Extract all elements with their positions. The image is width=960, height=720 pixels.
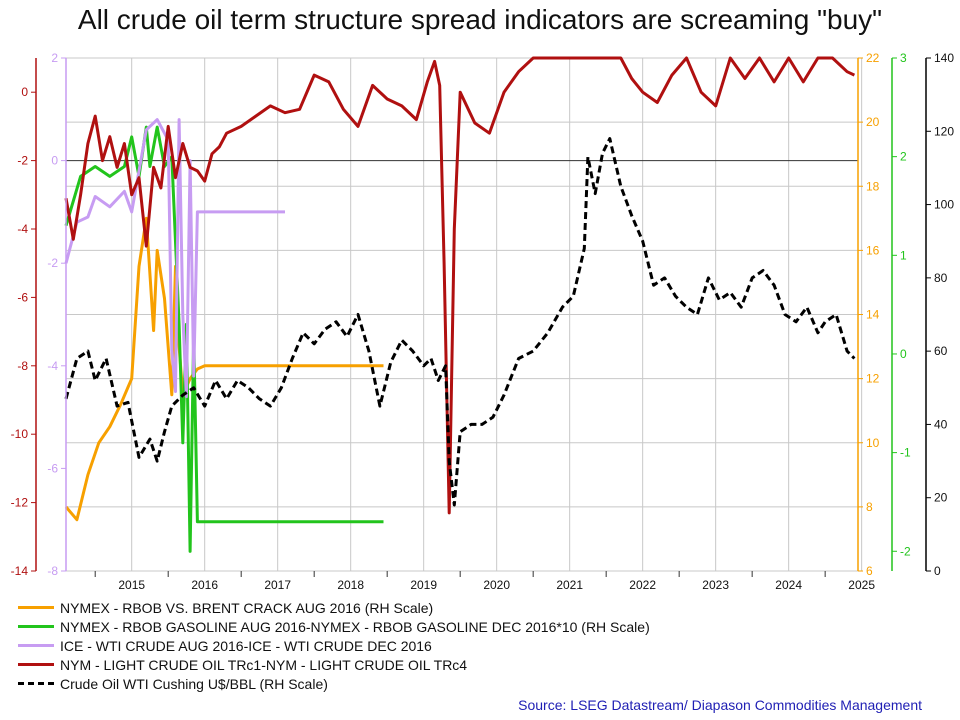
axis-label-left2: -2 <box>47 256 58 270</box>
axis-label-right3: 100 <box>934 198 954 212</box>
axis-label-right3: 20 <box>934 491 948 505</box>
x-tick-label: 2017 <box>264 578 291 592</box>
legend-swatch-lavender <box>18 644 54 647</box>
axis-label-left1: 0 <box>21 85 28 99</box>
axis-label-left2: -6 <box>47 461 58 475</box>
x-tick-label: 2024 <box>775 578 802 592</box>
legend-label-darkred: NYM - LIGHT CRUDE OIL TRc1-NYM - LIGHT C… <box>60 656 468 673</box>
legend-label-lavender: ICE - WTI CRUDE AUG 2016-ICE - WTI CRUDE… <box>60 637 432 654</box>
axis-label-right3: 80 <box>934 271 948 285</box>
x-tick-label: 2016 <box>191 578 218 592</box>
legend-item-lavender: ICE - WTI CRUDE AUG 2016-ICE - WTI CRUDE… <box>18 636 650 655</box>
x-tick-label: 2021 <box>556 578 583 592</box>
axis-label-right1: 16 <box>866 243 880 257</box>
axis-label-right2: 0 <box>900 347 907 361</box>
axis-label-left2: -8 <box>47 564 58 578</box>
chart-title: All crude oil term structure spread indi… <box>77 4 883 35</box>
legend-swatch-orange <box>18 606 54 609</box>
axis-label-right1: 20 <box>866 115 880 129</box>
axis-label-right3: 0 <box>934 564 941 578</box>
legend-swatch-black <box>18 682 54 685</box>
axis-label-left1: -12 <box>11 496 29 510</box>
axis-label-right1: 12 <box>866 372 880 386</box>
x-tick-label: 2019 <box>410 578 437 592</box>
axis-label-right1: 14 <box>866 308 880 322</box>
axis-label-right3: 60 <box>934 344 948 358</box>
axis-label-right1: 10 <box>866 436 880 450</box>
legend-item-green: NYMEX - RBOB GASOLINE AUG 2016-NYMEX - R… <box>18 617 650 636</box>
axis-label-right2: -1 <box>900 446 911 460</box>
source-note: Source: LSEG Datastream/ Diapason Commod… <box>518 697 922 713</box>
legend-item-darkred: NYM - LIGHT CRUDE OIL TRc1-NYM - LIGHT C… <box>18 655 650 674</box>
legend: NYMEX - RBOB VS. BRENT CRACK AUG 2016 (R… <box>18 598 650 693</box>
x-tick-label: 2023 <box>702 578 729 592</box>
axis-label-right2: -2 <box>900 544 911 558</box>
axis-label-left1: -14 <box>11 564 29 578</box>
axis-label-right3: 120 <box>934 124 954 138</box>
axis-label-left1: -10 <box>11 427 29 441</box>
axis-label-right1: 22 <box>866 51 880 65</box>
axis-label-left1: -4 <box>17 222 28 236</box>
axis-label-left1: -2 <box>17 154 28 168</box>
x-tick-label: 2022 <box>629 578 656 592</box>
axis-label-left1: -6 <box>17 290 28 304</box>
legend-item-orange: NYMEX - RBOB VS. BRENT CRACK AUG 2016 (R… <box>18 598 650 617</box>
x-tick-label: 2025 <box>848 578 875 592</box>
x-tick-label: 2020 <box>483 578 510 592</box>
axis-label-right3: 140 <box>934 51 954 65</box>
legend-item-black: Crude Oil WTI Cushing U$/BBL (RH Scale) <box>18 674 650 693</box>
legend-label-green: NYMEX - RBOB GASOLINE AUG 2016-NYMEX - R… <box>60 618 650 635</box>
x-tick-label: 2015 <box>118 578 145 592</box>
axis-label-right1: 8 <box>866 500 873 514</box>
x-tick-label: 2018 <box>337 578 364 592</box>
legend-swatch-green <box>18 625 54 628</box>
series-line-4 <box>64 137 856 507</box>
axis-label-right2: 1 <box>900 248 907 262</box>
axis-label-left2: -4 <box>47 359 58 373</box>
axis-label-left2: 2 <box>51 51 58 65</box>
axis-label-right3: 40 <box>934 417 948 431</box>
legend-label-orange: NYMEX - RBOB VS. BRENT CRACK AUG 2016 (R… <box>60 599 434 616</box>
axis-label-left1: -8 <box>17 359 28 373</box>
legend-label-black: Crude Oil WTI Cushing U$/BBL (RH Scale) <box>60 675 328 692</box>
axis-label-right1: 18 <box>866 179 880 193</box>
axis-label-right1: 6 <box>866 564 873 578</box>
axis-label-right2: 3 <box>900 51 907 65</box>
legend-swatch-darkred <box>18 663 54 666</box>
axis-label-right2: 2 <box>900 150 907 164</box>
axis-label-left2: 0 <box>51 154 58 168</box>
